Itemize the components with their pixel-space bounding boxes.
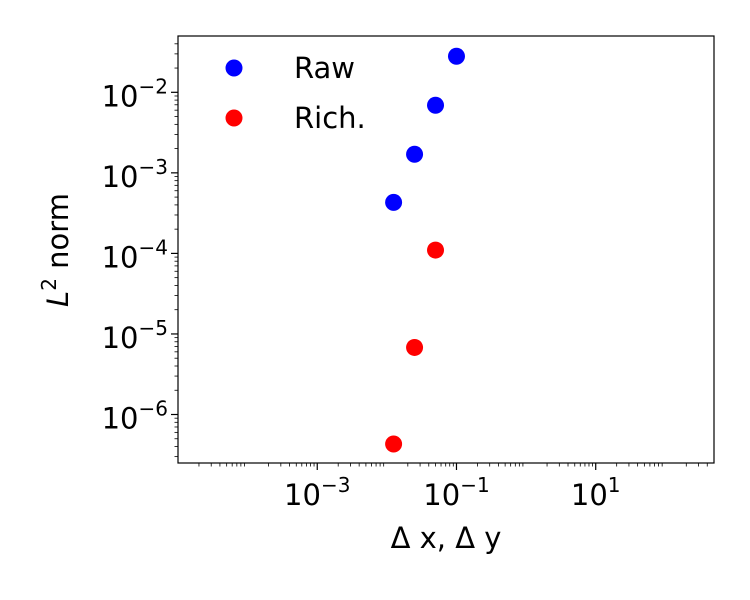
data-point-raw (385, 193, 403, 211)
y-tick-label-base: 10 (102, 240, 139, 274)
y-tick-label-exp: −3 (139, 155, 168, 179)
x-tick-label: 10−3 (284, 473, 350, 512)
y-axis-label-main: L (41, 291, 75, 307)
x-tick-label: 101 (571, 473, 621, 512)
y-tick-label-base: 10 (102, 160, 139, 194)
data-point-raw (447, 47, 465, 65)
legend-label: Raw (294, 51, 355, 85)
x-tick-label-base: 10 (571, 478, 608, 512)
y-tick-label: 10−6 (102, 397, 168, 436)
x-tick-label-exp: −3 (321, 473, 350, 497)
y-tick-label: 10−4 (102, 235, 168, 274)
y-tick-label-base: 10 (102, 402, 139, 436)
y-axis-label-sup: 2 (37, 278, 61, 291)
y-tick-label-exp: −4 (139, 235, 168, 259)
x-tick-label-exp: 1 (608, 473, 621, 497)
minor-ticks (174, 43, 708, 467)
y-tick-label: 10−3 (102, 155, 168, 194)
x-tick-label-base: 10 (284, 478, 321, 512)
y-tick-label: 10−2 (102, 74, 168, 113)
x-tick-label: 10−1 (423, 473, 489, 512)
legend: Raw Rich. (225, 51, 366, 135)
y-tick-label: 10−5 (102, 316, 168, 355)
data-point-rich (406, 338, 424, 356)
y-tick-label-base: 10 (102, 79, 139, 113)
y-tick-label-exp: −5 (139, 316, 168, 340)
legend-marker (225, 109, 243, 127)
data-point-rich (427, 241, 445, 259)
legend-marker (225, 59, 243, 77)
legend-label: Rich. (294, 101, 366, 135)
data-points (385, 47, 465, 453)
x-axis-label: Δ x, Δ y (391, 521, 502, 555)
y-tick-label-exp: −6 (139, 397, 168, 421)
y-tick-label-base: 10 (102, 321, 139, 355)
y-tick-label-exp: −2 (139, 74, 168, 98)
data-point-raw (427, 96, 445, 114)
plot-area (177, 35, 715, 464)
x-tick-label-base: 10 (423, 478, 460, 512)
data-point-raw (406, 145, 424, 163)
y-axis-label-rest: norm (41, 193, 75, 278)
data-point-rich (385, 435, 403, 453)
y-axis-label: L2 norm (37, 193, 75, 307)
major-ticks (171, 91, 597, 470)
x-tick-label-exp: −1 (460, 473, 489, 497)
